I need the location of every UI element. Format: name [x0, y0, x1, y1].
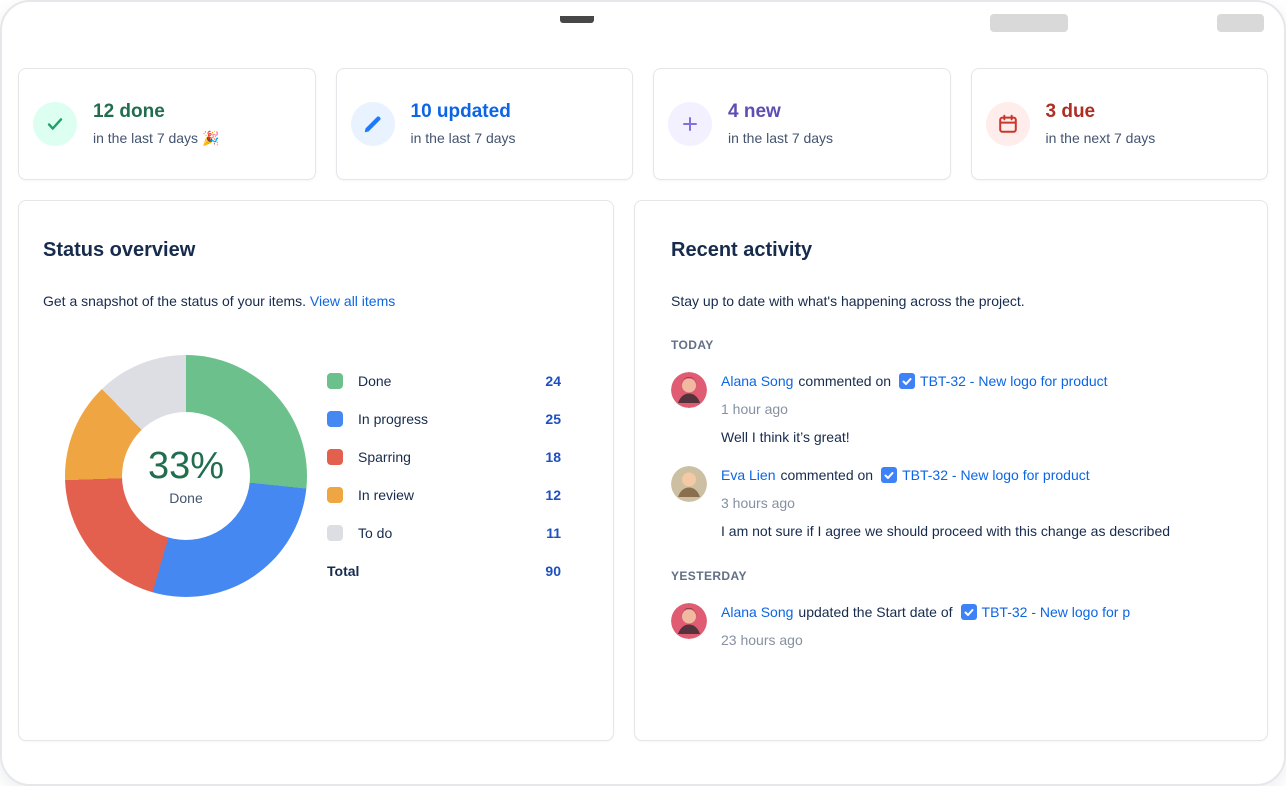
legend-swatch [327, 373, 343, 389]
task-type-icon [960, 604, 977, 620]
stats-row: 12 done in the last 7 days 🎉 10 updated … [18, 68, 1268, 180]
legend-value: 11 [546, 525, 561, 541]
legend-total-value: 90 [545, 563, 561, 579]
legend-swatch [327, 449, 343, 465]
user-link[interactable]: Eva Lien [721, 467, 776, 483]
legend-label: In review [358, 487, 415, 503]
activity-line: Alana Song updated the Start date of TBT… [721, 601, 1231, 623]
activity-line: Alana Song commented on TBT-32 - New log… [721, 370, 1231, 392]
avatar-alana-song[interactable] [671, 603, 707, 639]
legend-item[interactable]: Done 24 [327, 362, 561, 400]
legend-item[interactable]: To do 11 [327, 514, 561, 552]
issue-link[interactable]: TBT-32 - New logo for product [920, 373, 1108, 389]
legend-value: 24 [545, 373, 561, 389]
check-icon [44, 113, 66, 135]
user-link[interactable]: Alana Song [721, 604, 794, 620]
cropped-top-element [560, 16, 594, 23]
activity-action: updated the Start date of [798, 604, 953, 620]
legend-swatch [327, 411, 343, 427]
calendar-icon [997, 113, 1019, 135]
chart-legend: Done 24 In progress 25 Sparring 18 [327, 362, 561, 590]
stat-card: 12 done in the last 7 days 🎉 [18, 68, 316, 180]
donut-center: 33% Done [122, 412, 250, 540]
avatar-alana-song[interactable] [671, 372, 707, 408]
activity-group-label-today: TODAY [671, 338, 714, 352]
cropped-top-button [1217, 14, 1264, 32]
donut-center-label: Done [169, 490, 203, 506]
stat-card: 3 due in the next 7 days [970, 68, 1268, 180]
recent-activity-description: Stay up to date with what's happening ac… [671, 293, 1025, 309]
activity-comment: I am not sure if I agree we should proce… [721, 523, 1171, 539]
activity-time: 1 hour ago [721, 401, 788, 417]
stat-subtitle: in the last 7 days [728, 130, 834, 146]
issue-link[interactable]: TBT-32 - New logo for p [981, 604, 1131, 620]
donut-percent: 33% [147, 445, 225, 487]
issue-link[interactable]: TBT-32 - New logo for product [902, 467, 1090, 483]
activity-item: Alana Song updated the Start date of TBT… [671, 601, 1231, 650]
legend-label: To do [358, 525, 393, 541]
activity-item: Alana Song commented on TBT-32 - New log… [671, 370, 1231, 448]
recent-activity-title: Recent activity [671, 239, 813, 261]
activity-time: 3 hours ago [721, 495, 795, 511]
status-chart-area: 33% Done Done 24 In progress 25 [29, 355, 589, 597]
stat-subtitle: in the last 7 days 🎉 [93, 130, 220, 146]
view-all-items-link[interactable]: View all items [309, 293, 396, 309]
legend-item[interactable]: Sparring 18 [327, 438, 561, 476]
recent-activity-card: Recent activity Stay up to date with wha… [634, 200, 1268, 741]
stat-card: 4 new in the last 7 days [653, 68, 951, 180]
main-content: Status overview Get a snapshot of the st… [18, 200, 1268, 741]
task-type-icon [881, 467, 898, 483]
legend-label: Done [358, 373, 392, 389]
user-link[interactable]: Alana Song [721, 373, 794, 389]
stat-subtitle: in the last 7 days [410, 130, 516, 146]
activity-comment: Well I think it’s great! [721, 429, 850, 445]
status-overview-description: Get a snapshot of the status of your ite… [29, 291, 589, 311]
legend-label: Sparring [358, 449, 411, 465]
stat-title: 12 done [93, 101, 165, 122]
activity-action: commented on [798, 373, 892, 389]
stat-icon-circle [350, 102, 395, 146]
activity-group-label-yesterday: YESTERDAY [671, 569, 747, 583]
stat-icon-circle [33, 102, 77, 146]
activity-item: Eva Lien commented on TBT-32 - New logo … [671, 464, 1231, 542]
legend-item[interactable]: In review 12 [327, 476, 561, 514]
pencil-icon [362, 113, 384, 135]
stat-subtitle: in the next 7 days [1045, 130, 1156, 146]
legend-value: 25 [545, 411, 561, 427]
stat-title: 3 due [1045, 101, 1096, 122]
legend-value: 12 [545, 487, 561, 503]
legend-value: 18 [545, 449, 561, 465]
legend-total-label: Total [327, 563, 360, 579]
legend-swatch [327, 487, 343, 503]
avatar-eva-lien[interactable] [671, 466, 707, 502]
legend-item[interactable]: In progress 25 [327, 400, 561, 438]
task-type-icon [899, 373, 916, 389]
activity-time: 23 hours ago [721, 632, 803, 648]
plus-icon [679, 113, 701, 135]
stat-title: 4 new [728, 101, 781, 122]
legend-total-row: Total 90 [327, 552, 561, 590]
donut-chart[interactable]: 33% Done [65, 355, 307, 597]
legend-label: In progress [358, 411, 429, 427]
stat-card: 10 updated in the last 7 days [335, 68, 633, 180]
status-overview-description-text: Get a snapshot of the status of your ite… [43, 293, 307, 309]
activity-line: Eva Lien commented on TBT-32 - New logo … [721, 464, 1231, 486]
stat-icon-circle [985, 102, 1030, 146]
legend-swatch [327, 525, 343, 541]
status-overview-title: Status overview [43, 239, 196, 261]
status-overview-card: Status overview Get a snapshot of the st… [18, 200, 614, 741]
stat-icon-circle [668, 102, 712, 146]
activity-action: commented on [780, 467, 874, 483]
stat-title: 10 updated [410, 101, 511, 122]
cropped-top-button [990, 14, 1068, 32]
